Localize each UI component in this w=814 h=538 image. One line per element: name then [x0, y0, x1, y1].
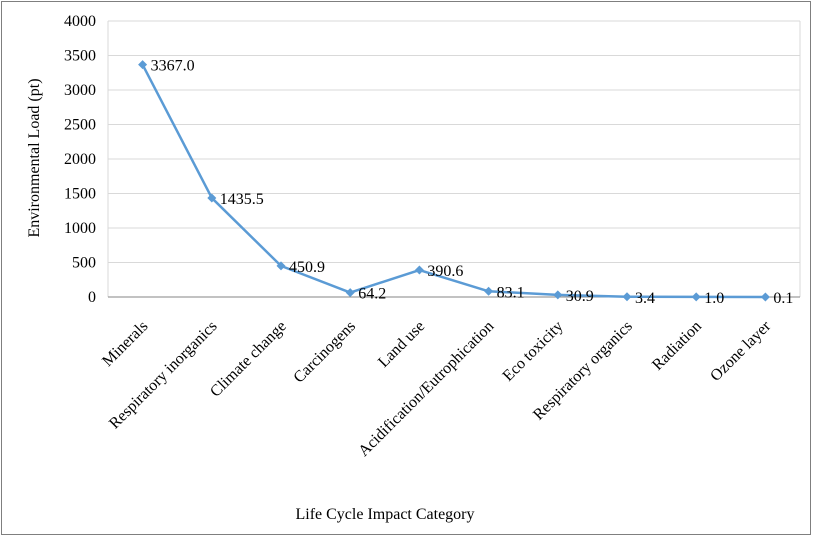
- gridlines: [107, 20, 801, 297]
- series-line: [141, 64, 766, 299]
- data-labels: 3367.0 1435.5 450.9 64.2 390.6 83.1 30.9 3.4 1.0…: [151, 58, 794, 307]
- data-point-marker: [484, 286, 494, 296]
- y-tick-label: 2000: [64, 151, 96, 168]
- data-label: 1435.5: [220, 191, 264, 208]
- data-label: 1.0: [704, 290, 724, 307]
- data-point-marker: [553, 290, 563, 300]
- data-label: 3367.0: [151, 58, 195, 75]
- x-axis-title: Life Cycle Impact Category: [295, 506, 474, 523]
- x-category-label: Carcinogens: [290, 318, 359, 387]
- series-layer: [138, 60, 770, 302]
- data-label: 30.9: [566, 288, 594, 305]
- data-label: 390.6: [427, 263, 463, 280]
- y-tick-labels: 0 500 1000 1500 2000 2500 3000 3500 4000: [64, 13, 96, 306]
- y-tick-label: 1000: [64, 220, 96, 237]
- y-tick-label: 3000: [64, 82, 96, 99]
- data-label: 450.9: [289, 259, 325, 276]
- y-tick-label: 0: [88, 289, 96, 306]
- data-label: 83.1: [497, 284, 525, 301]
- y-tick-label: 3500: [64, 48, 96, 65]
- y-tick-label: 500: [72, 255, 96, 272]
- y-axis-title: Environmental Load (pt): [26, 78, 43, 237]
- data-point-marker: [622, 292, 632, 302]
- x-category-label: Minerals: [99, 318, 151, 370]
- data-label: 0.1: [773, 290, 793, 307]
- data-point-marker: [691, 292, 701, 302]
- data-point-marker: [345, 288, 355, 298]
- x-category-label: Ozone layer: [707, 317, 774, 384]
- x-category-label: Eco toxicity: [500, 318, 567, 385]
- x-category-label: Land use: [375, 318, 428, 371]
- data-label: 3.4: [635, 290, 655, 307]
- data-point-marker: [276, 261, 286, 271]
- y-tick-label: 1500: [64, 186, 96, 203]
- y-tick-label: 4000: [64, 13, 96, 30]
- x-category-label: Radiation: [649, 318, 705, 374]
- data-label: 64.2: [358, 286, 386, 303]
- data-point-marker: [207, 193, 217, 203]
- data-point-marker: [414, 265, 424, 275]
- data-point-marker: [760, 292, 770, 302]
- data-point-marker: [138, 60, 148, 70]
- y-tick-label: 2500: [64, 117, 96, 134]
- x-category-label: Acidification/Eutrophication: [355, 318, 497, 460]
